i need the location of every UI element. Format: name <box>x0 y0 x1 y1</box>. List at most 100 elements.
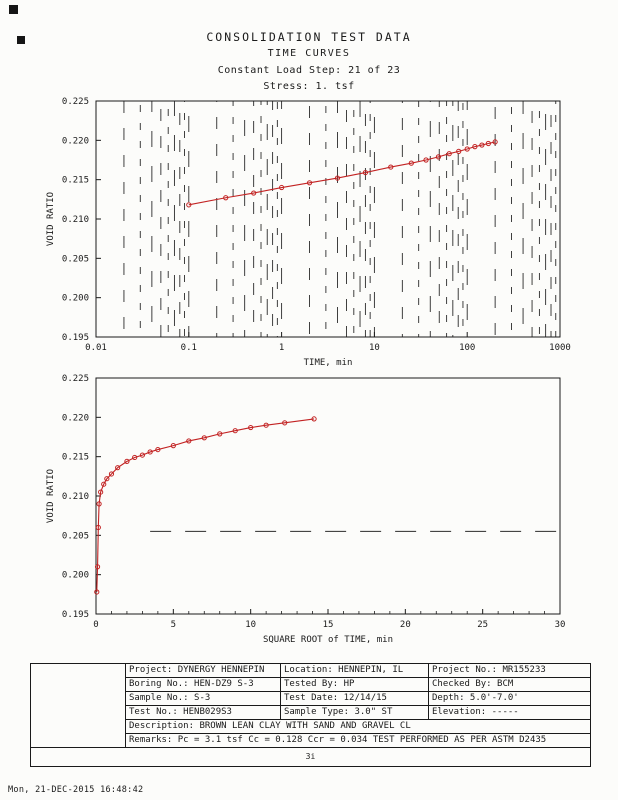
data-point-marker <box>108 471 115 477</box>
field-sample-type: Sample Type: 3.0" ST <box>281 706 429 720</box>
x-tick-label: 10 <box>245 620 256 630</box>
data-point-marker <box>186 202 192 208</box>
x-tick-label: 25 <box>477 620 488 630</box>
report-title: CONSOLIDATION TEST DATA <box>206 30 412 44</box>
field-remarks: Remarks: Pc = 3.1 tsf Cc = 0.128 Ccr = 0… <box>126 734 590 748</box>
y-tick-label: 0.220 <box>62 136 89 146</box>
data-point-marker <box>232 428 238 434</box>
field-sample-no: Sample No.: S-3 <box>126 692 281 706</box>
field-project: Project: DYNERGY HENNEPIN <box>126 664 281 678</box>
data-point-marker <box>98 489 104 495</box>
data-point-marker <box>217 431 223 437</box>
y-tick-label: 0.220 <box>62 413 89 423</box>
load-step-line: Constant Load Step: 21 of 23 <box>217 65 401 76</box>
data-point-marker <box>282 420 288 426</box>
data-point-marker <box>334 175 341 181</box>
timestamp: Mon, 21-DEC-2015 16:48:42 <box>8 785 144 795</box>
x-tick-label: 0.01 <box>85 343 107 353</box>
data-point-marker <box>115 465 121 471</box>
x-tick-label: 10 <box>369 343 380 353</box>
data-point-marker <box>94 564 101 570</box>
y-axis-title: VOID RATIO <box>46 192 56 246</box>
field-tested-by: Tested By: HP <box>281 678 429 692</box>
data-point-marker <box>408 160 414 166</box>
plotter-mark-icon <box>9 5 18 14</box>
field-location: Location: HENNEPIN, IL <box>281 664 429 678</box>
data-point-marker <box>485 140 491 147</box>
y-tick-label: 0.215 <box>62 176 89 186</box>
data-point-marker <box>279 184 285 191</box>
field-checked-by: Checked By: BCM <box>429 678 590 692</box>
data-point-marker <box>388 164 394 170</box>
data-point-marker <box>446 151 452 157</box>
y-axis-title: VOID RATIO <box>46 469 56 523</box>
data-point-marker <box>101 481 107 487</box>
sqrt-time-chart: 0 5 10 15 20 25 30 0.195 0.200 0.205 0.210 0.215 0.2… <box>46 374 566 645</box>
x-tick-label: 1000 <box>549 343 571 353</box>
y-tick-label: 0.200 <box>62 571 89 581</box>
data-point-marker <box>464 146 470 152</box>
data-point-marker <box>492 139 498 145</box>
data-point-marker <box>472 144 478 150</box>
stress-line: Stress: 1. tsf <box>263 81 355 92</box>
x-tick-label: 100 <box>459 343 475 353</box>
data-point-marker <box>306 180 313 186</box>
y-tick-label: 0.225 <box>62 97 89 107</box>
time-log-chart: 0.01 0.1 1 10 100 1000 0.195 0.200 0.205 0.210 0.2… <box>46 97 571 368</box>
data-point-marker <box>104 476 110 482</box>
data-point-marker <box>155 446 161 453</box>
data-point-marker <box>423 157 429 163</box>
x-axis-title: SQUARE ROOT of TIME, min <box>263 635 393 645</box>
x-tick-label: 20 <box>400 620 411 630</box>
data-point-marker <box>362 169 369 176</box>
info-table: Project: DYNERGY HENNEPIN Location: HENN… <box>30 663 591 767</box>
x-tick-label: 1 <box>279 343 284 353</box>
x-tick-label: 30 <box>555 620 566 630</box>
field-project-no: Project No.: MR155233 <box>429 664 590 678</box>
data-point-marker <box>311 416 317 422</box>
field-test-no: Test No.: HENB029S3 <box>126 706 281 720</box>
data-point-marker <box>96 501 102 507</box>
data-point-marker <box>435 154 442 160</box>
plot-border <box>95 377 561 615</box>
plotter-mark-icon <box>17 36 25 44</box>
data-point-marker <box>248 424 254 431</box>
data-point-marker <box>479 142 485 148</box>
x-axis-title: TIME, min <box>304 358 353 368</box>
x-tick-label: 0.1 <box>181 343 197 353</box>
report-header: CONSOLIDATION TEST DATA TIME CURVES Cons… <box>0 30 618 97</box>
page-code: 3i <box>305 752 316 761</box>
y-tick-label: 0.215 <box>62 453 89 463</box>
table-left-margin-cell <box>31 664 126 748</box>
y-tick-label: 0.210 <box>62 215 89 225</box>
y-tick-label: 0.210 <box>62 492 89 502</box>
data-point-marker <box>95 524 101 531</box>
field-elevation: Elevation: ----- <box>429 706 590 720</box>
data-point-marker <box>263 422 269 428</box>
y-tick-label: 0.225 <box>62 374 89 384</box>
data-point-marker <box>94 589 100 595</box>
x-tick-label: 5 <box>171 620 176 630</box>
x-tick-label: 0 <box>93 620 98 630</box>
data-point-marker <box>186 438 192 444</box>
y-tick-label: 0.200 <box>62 294 89 304</box>
y-tick-label: 0.195 <box>62 610 89 620</box>
field-depth: Depth: 5.0'-7.0' <box>429 692 590 706</box>
data-line <box>96 418 315 592</box>
field-boring-no: Boring No.: HEN-DZ9 S-3 <box>126 678 281 692</box>
data-point-marker <box>132 454 138 461</box>
y-tick-label: 0.205 <box>62 254 89 264</box>
data-point-marker <box>170 443 176 449</box>
data-point-marker <box>456 148 462 154</box>
y-tick-label: 0.205 <box>62 531 89 541</box>
field-test-date: Test Date: 12/14/15 <box>281 692 429 706</box>
field-description: Description: BROWN LEAN CLAY WITH SAND A… <box>126 720 590 734</box>
data-point-marker <box>251 190 257 196</box>
y-tick-label: 0.195 <box>62 333 89 343</box>
plot-border <box>95 100 561 338</box>
data-point-marker <box>223 195 229 201</box>
x-tick-label: 15 <box>323 620 334 630</box>
data-point-marker <box>201 435 207 441</box>
data-point-marker <box>139 452 146 458</box>
